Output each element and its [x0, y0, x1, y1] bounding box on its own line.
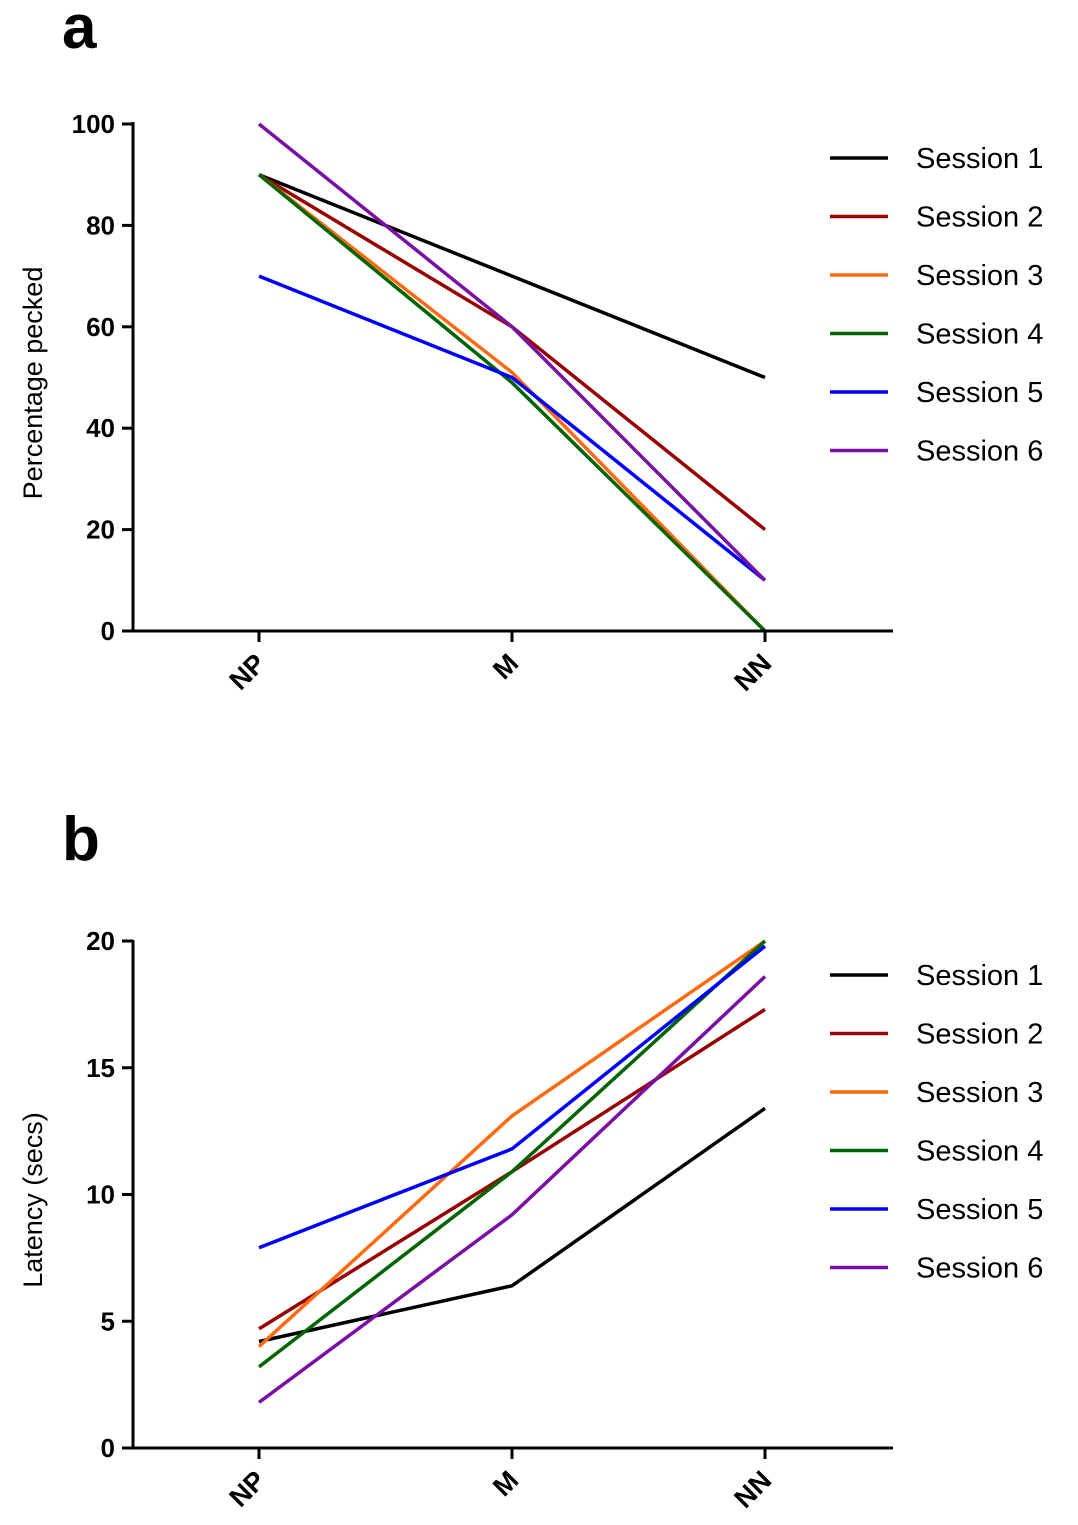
panel-b-legend-label-1: Session 1	[916, 960, 1043, 992]
panel-b-x-tick-label-nn: NN	[728, 1465, 777, 1514]
panel-a-x-tick-label-m: M	[487, 648, 524, 685]
panel-b-legend: Session 1 Session 2 Session 3 Session 4 Sess…	[830, 960, 1043, 1285]
panel-a-x-tick-label-nn: NN	[728, 648, 777, 697]
panel-b-y-tick-label-0: 0	[101, 1433, 115, 1463]
panel-a-y-ticks: 0 20 40 60 80 100	[72, 109, 133, 646]
panel-b-x-tick-label-np: NP	[224, 1465, 272, 1513]
panel-a-series-line-2	[258, 173, 767, 531]
panel-a-letter: a	[62, 0, 97, 62]
panel-b-y-tick-label-20: 20	[86, 926, 115, 956]
panel-a-legend-label-4: Session 4	[916, 319, 1043, 351]
panel-b-legend-label-2: Session 2	[916, 1019, 1043, 1051]
panel-a-legend-label-3: Session 3	[916, 260, 1043, 292]
panel-b-x-ticks: NP M NN	[224, 1448, 777, 1514]
panel-b-series-line-2	[258, 1007, 766, 1331]
panel-a-y-tick-label-80: 80	[86, 210, 115, 240]
panel-b-series-line-1	[258, 1106, 767, 1344]
panel-a: a 0 20 40 60 80 100 NP M NN Percentage pecked S…	[18, 0, 1043, 697]
panel-b-series-line-6	[257, 975, 767, 1404]
panel-a-legend-label-5: Session 5	[916, 377, 1043, 409]
panel-a-legend-label-2: Session 2	[916, 202, 1043, 234]
panel-a-x-tick-label-np: NP	[224, 648, 272, 696]
panel-a-series	[257, 122, 767, 633]
panel-b-x-tick-label-m: M	[487, 1465, 524, 1502]
panel-a-y-tick-label-60: 60	[86, 312, 115, 342]
panel-a-legend-label-1: Session 1	[916, 143, 1043, 175]
panel-b: b 0 5 10 15 20 NP M NN Latency (secs) Session …	[18, 805, 1043, 1514]
panel-b-legend-label-5: Session 5	[916, 1194, 1043, 1226]
panel-a-legend-label-6: Session 6	[916, 436, 1043, 468]
panel-b-series-line-4	[257, 939, 767, 1369]
panel-b-series	[257, 939, 767, 1404]
panel-a-x-ticks: NP M NN	[224, 631, 777, 697]
panel-b-y-tick-label-5: 5	[101, 1306, 115, 1336]
panel-a-y-tick-label-100: 100	[72, 109, 115, 139]
panel-a-series-line-1	[258, 173, 766, 380]
panel-a-legend: Session 1 Session 2 Session 3 Session 4 Sess…	[830, 143, 1043, 468]
panel-a-y-tick-label-20: 20	[86, 515, 115, 545]
panel-b-legend-label-3: Session 3	[916, 1077, 1043, 1109]
panel-b-y-tick-label-10: 10	[86, 1180, 115, 1210]
panel-a-y-tick-label-0: 0	[101, 616, 115, 646]
panel-a-series-line-3	[257, 173, 767, 633]
panel-b-y-tick-label-15: 15	[86, 1053, 115, 1083]
panel-b-legend-label-6: Session 6	[916, 1253, 1043, 1285]
panel-a-series-line-4	[257, 173, 767, 633]
panel-a-series-line-6	[257, 122, 767, 582]
panel-b-series-line-3	[257, 939, 766, 1348]
panel-b-letter: b	[62, 805, 100, 874]
panel-b-series-line-5	[258, 944, 767, 1250]
panel-b-y-ticks: 0 5 10 15 20	[86, 926, 133, 1463]
panel-b-legend-label-4: Session 4	[916, 1136, 1043, 1168]
panel-a-series-line-5	[258, 274, 767, 582]
panel-a-y-axis-label: Percentage pecked	[18, 267, 48, 500]
panel-a-y-tick-label-40: 40	[86, 413, 115, 443]
panel-b-y-axis-label: Latency (secs)	[18, 1112, 48, 1288]
